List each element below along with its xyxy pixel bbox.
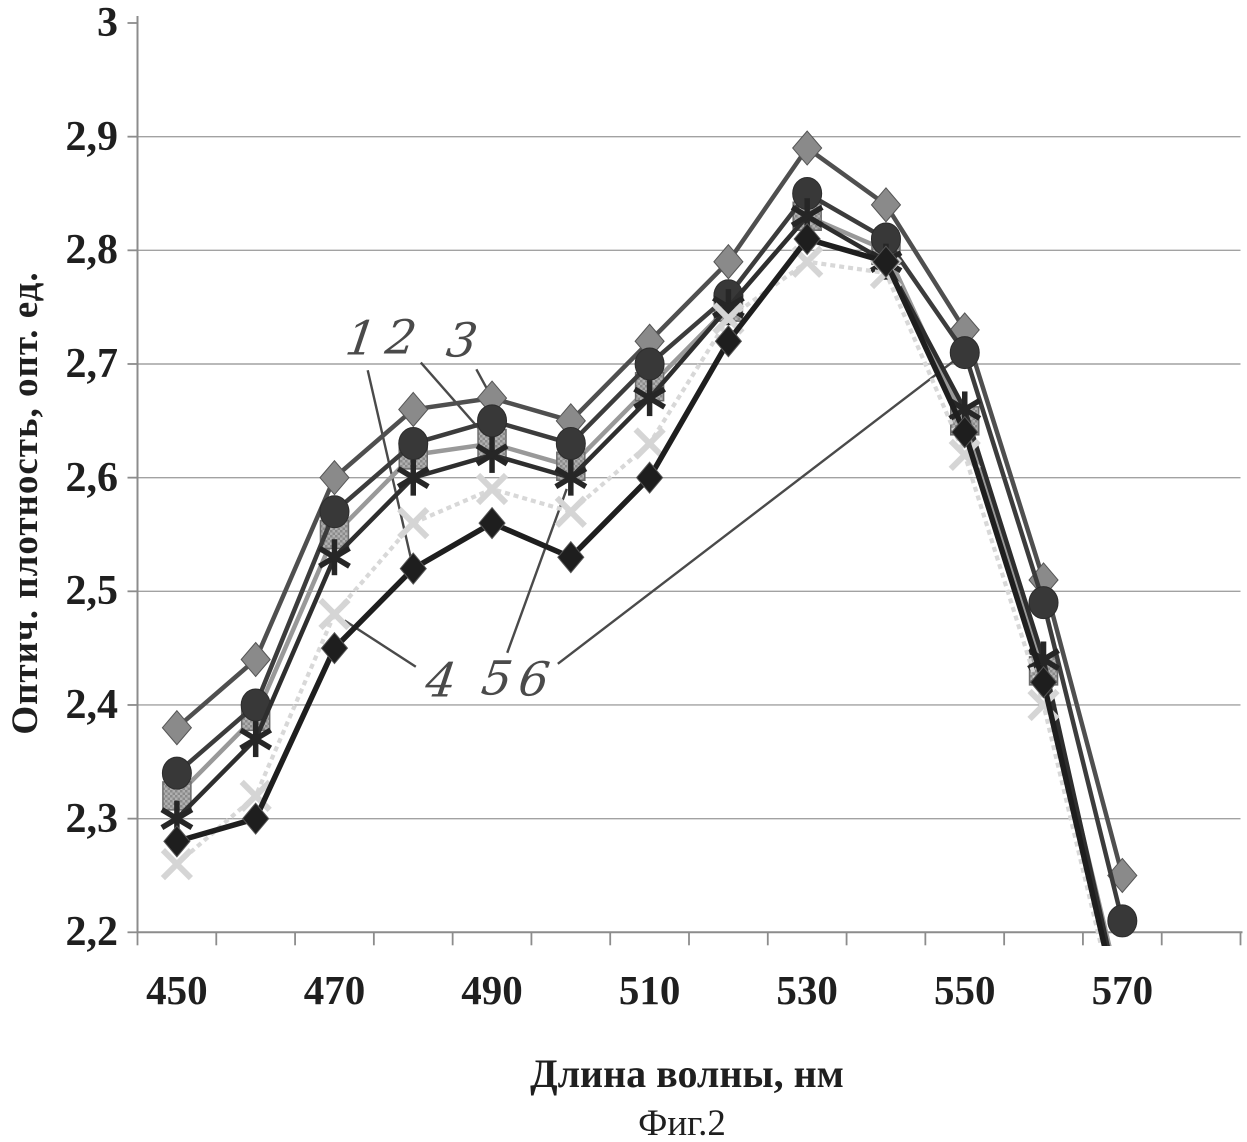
marker-x (475, 472, 509, 506)
series-6 (161, 176, 1138, 938)
marker-circle (634, 347, 665, 381)
marker-diamond (242, 802, 270, 835)
marker-diamond (478, 506, 506, 540)
x-tick-label: 450 (146, 967, 208, 1013)
marker-x (633, 427, 666, 460)
marker-asterisk (633, 380, 667, 417)
marker-diamond (1107, 857, 1138, 894)
marker-diamond (161, 709, 193, 746)
marker-asterisk (239, 721, 273, 758)
marker-circle (319, 495, 350, 529)
marker-diamond (320, 631, 349, 665)
annotation-leader-2 (419, 361, 486, 436)
marker-circle (555, 427, 586, 461)
y-tick-label: 2,4 (65, 681, 119, 728)
figure-caption: Фиг.2 (638, 1103, 726, 1142)
marker-x (318, 597, 351, 631)
x-tick-label: 570 (1091, 967, 1154, 1013)
marker-x (554, 495, 587, 528)
marker-diamond (793, 222, 821, 256)
marker-circle (1107, 904, 1138, 938)
series-2 (162, 201, 1112, 946)
y-tick-label: 2,5 (65, 568, 119, 615)
series-line-6 (175, 190, 1125, 922)
marker-diamond (319, 459, 350, 496)
marker-circle (1028, 586, 1059, 620)
marker-diamond (872, 245, 900, 278)
x-axis-title: Длина волны, нм (530, 1051, 844, 1096)
y-tick-label: 2,7 (65, 340, 119, 387)
marker-circle (477, 404, 508, 438)
series-line-3 (175, 144, 1125, 877)
y-tick-label: 2,6 (65, 454, 119, 501)
y-tick-label: 2,8 (65, 227, 119, 274)
x-tick-label: 550 (934, 967, 996, 1013)
annotation-leader-3 (475, 368, 488, 389)
marker-asterisk (318, 539, 351, 576)
marker-diamond (399, 552, 427, 585)
marker-diamond (240, 641, 271, 678)
marker-diamond (792, 130, 823, 166)
marker-asterisk (475, 436, 509, 473)
y-tick-label: 2,2 (65, 909, 119, 956)
marker-diamond (713, 243, 744, 280)
marker-diamond (1029, 665, 1058, 699)
x-tick-label: 490 (461, 967, 523, 1013)
marker-circle (949, 336, 980, 370)
marker-diamond (557, 540, 585, 574)
marker-x (160, 847, 194, 881)
x-tick-label: 470 (303, 967, 366, 1013)
marker-diamond (714, 324, 743, 358)
x-tick-label: 530 (776, 967, 838, 1013)
marker-x (397, 506, 430, 540)
marker-diamond (951, 415, 979, 449)
y-tick-label: 3 (97, 0, 118, 46)
marker-asterisk (396, 459, 430, 496)
annotation-leader-6 (557, 358, 956, 665)
marker-circle (161, 756, 192, 790)
x-tick-label: 510 (618, 967, 681, 1013)
marker-diamond (635, 461, 664, 494)
marker-diamond (163, 825, 191, 858)
marker-diamond (398, 391, 429, 428)
y-axis-title: Оптич. плотность, опт. ед. (5, 271, 46, 735)
marker-asterisk (554, 459, 588, 496)
annotation-leader-5 (506, 488, 568, 654)
y-tick-label: 2,9 (65, 113, 119, 160)
marker-diamond (870, 187, 902, 223)
y-tick-label: 2,3 (65, 795, 119, 842)
marker-x (239, 779, 272, 813)
marker-circle (398, 427, 429, 461)
series-1 (163, 222, 1108, 946)
